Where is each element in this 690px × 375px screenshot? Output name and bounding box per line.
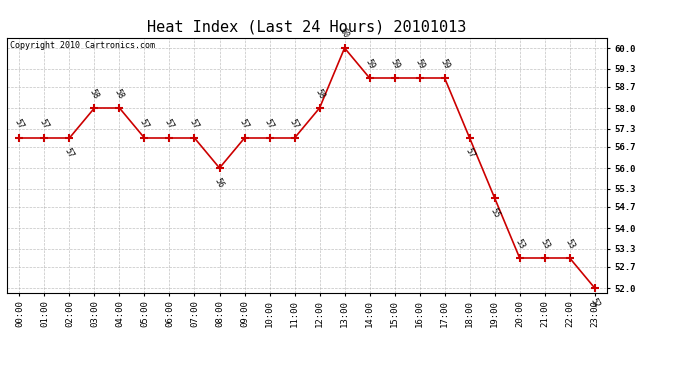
Text: Copyright 2010 Cartronics.com: Copyright 2010 Cartronics.com	[10, 41, 155, 50]
Text: 57: 57	[63, 146, 76, 159]
Text: 57: 57	[238, 117, 251, 130]
Text: 53: 53	[563, 237, 576, 250]
Text: 57: 57	[138, 117, 151, 130]
Text: 57: 57	[288, 117, 301, 130]
Text: 58: 58	[88, 87, 101, 100]
Text: 59: 59	[438, 57, 451, 70]
Text: 57: 57	[163, 117, 176, 130]
Text: 52: 52	[589, 296, 601, 309]
Text: 55: 55	[489, 206, 501, 219]
Text: 59: 59	[388, 57, 401, 70]
Text: 57: 57	[263, 117, 276, 130]
Text: 59: 59	[363, 57, 376, 70]
Text: 58: 58	[313, 87, 326, 100]
Text: 57: 57	[38, 117, 51, 130]
Text: 60: 60	[338, 27, 351, 40]
Text: 59: 59	[413, 57, 426, 70]
Text: 56: 56	[213, 176, 226, 189]
Text: 57: 57	[188, 117, 201, 130]
Text: 53: 53	[513, 237, 526, 250]
Text: 58: 58	[113, 87, 126, 100]
Text: 57: 57	[463, 146, 476, 159]
Text: 53: 53	[538, 237, 551, 250]
Text: 57: 57	[13, 117, 26, 130]
Title: Heat Index (Last 24 Hours) 20101013: Heat Index (Last 24 Hours) 20101013	[148, 20, 466, 35]
